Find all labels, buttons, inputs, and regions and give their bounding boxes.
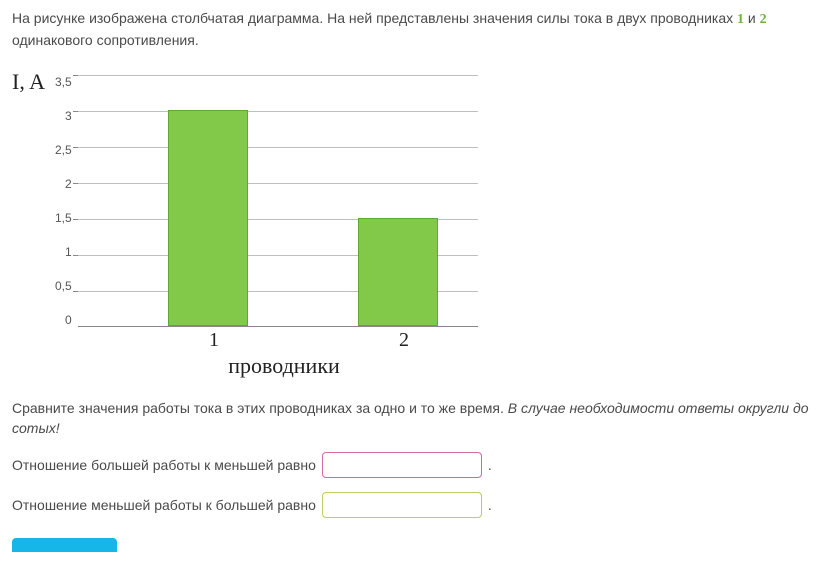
y-axis-ticks: 3,5 3 2,5 2 1,5 1 0,5 0 xyxy=(55,75,78,327)
bar-chart: I, A 3,532,521,510,50 12 проводники xyxy=(12,75,814,379)
problem-intro: На рисунке изображена столбчатая диаграм… xyxy=(12,8,814,51)
period: . xyxy=(488,457,492,473)
y-axis-title: I, A xyxy=(12,69,45,95)
bar xyxy=(358,218,438,326)
y-tick-label: 1 xyxy=(65,245,72,259)
intro-text-1: На рисунке изображена столбчатая диаграм… xyxy=(12,10,737,26)
y-tick-label: 1,5 xyxy=(55,211,72,225)
gridline xyxy=(78,183,478,184)
conductor-number-2: 2 xyxy=(760,12,767,27)
gridline xyxy=(78,111,478,112)
answer-row-1: Отношение большей работы к меньшей равно… xyxy=(12,452,814,478)
submit-button[interactable] xyxy=(12,538,117,552)
question-text: Сравните значения работы тока в этих про… xyxy=(12,400,508,416)
answer-1-label: Отношение большей работы к меньшей равно xyxy=(12,457,316,473)
x-tick-label: 1 xyxy=(209,329,219,352)
intro-text-mid: и xyxy=(744,10,760,26)
y-tick-label: 2,5 xyxy=(55,143,72,157)
gridline xyxy=(78,147,478,148)
x-tick-label: 2 xyxy=(399,329,409,352)
answer-2-label: Отношение меньшей работы к большей равно xyxy=(12,497,316,513)
x-axis-title: проводники xyxy=(228,353,340,378)
bar xyxy=(168,110,248,326)
answer-2-input[interactable] xyxy=(322,492,482,518)
period: . xyxy=(488,497,492,513)
conductor-number-1: 1 xyxy=(737,12,744,27)
gridline xyxy=(78,75,478,76)
y-tick-label: 0,5 xyxy=(55,279,72,293)
y-tick-label: 3,5 xyxy=(55,75,72,89)
answer-row-2: Отношение меньшей работы к большей равно… xyxy=(12,492,814,518)
question-compare: Сравните значения работы тока в этих про… xyxy=(12,399,814,438)
answer-1-input[interactable] xyxy=(322,452,482,478)
chart-plot-area xyxy=(78,75,478,327)
y-tick-label: 2 xyxy=(65,177,72,191)
y-tick-label: 3 xyxy=(65,109,72,123)
intro-text-2: одинакового сопротивления. xyxy=(12,32,199,48)
x-axis-labels: 12 xyxy=(84,327,484,353)
y-tick-label: 0 xyxy=(65,313,72,327)
